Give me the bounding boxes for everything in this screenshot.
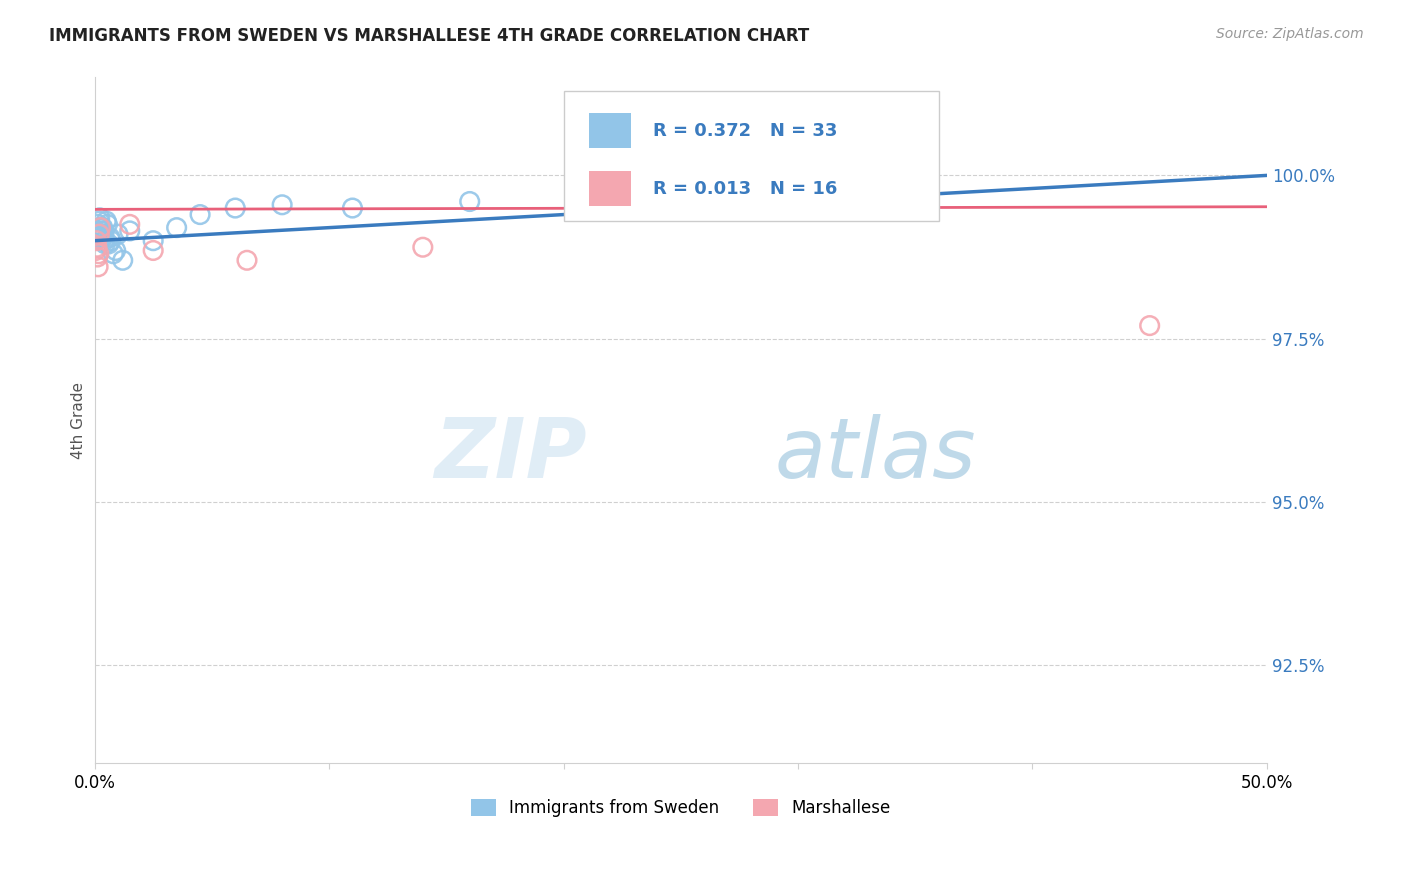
Point	[118, 224, 141, 238]
Point	[100, 234, 122, 248]
Point	[87, 220, 110, 235]
Point	[458, 194, 481, 209]
Point	[271, 198, 294, 212]
Point	[89, 211, 111, 225]
Text: atlas: atlas	[775, 414, 976, 495]
Point	[188, 208, 211, 222]
Point	[87, 246, 110, 260]
Y-axis label: 4th Grade: 4th Grade	[72, 382, 86, 458]
Point	[669, 188, 692, 202]
Point	[86, 227, 108, 242]
Point	[90, 227, 112, 242]
Point	[87, 218, 110, 232]
Point	[84, 244, 107, 258]
Point	[91, 220, 114, 235]
Point	[236, 253, 259, 268]
Point	[93, 234, 115, 248]
Point	[103, 246, 125, 260]
Point	[94, 237, 117, 252]
Legend: Immigrants from Sweden, Marshallese: Immigrants from Sweden, Marshallese	[464, 792, 897, 823]
Text: ZIP: ZIP	[434, 414, 586, 495]
FancyBboxPatch shape	[589, 171, 631, 206]
Point	[89, 220, 111, 235]
Text: IMMIGRANTS FROM SWEDEN VS MARSHALLESE 4TH GRADE CORRELATION CHART: IMMIGRANTS FROM SWEDEN VS MARSHALLESE 4T…	[49, 27, 810, 45]
Point	[107, 227, 129, 242]
Text: R = 0.013   N = 16: R = 0.013 N = 16	[652, 180, 837, 198]
Point	[90, 220, 112, 235]
Point	[89, 224, 111, 238]
Point	[834, 198, 856, 212]
Text: Source: ZipAtlas.com: Source: ZipAtlas.com	[1216, 27, 1364, 41]
FancyBboxPatch shape	[564, 91, 939, 221]
Point	[166, 220, 188, 235]
Point	[98, 230, 121, 244]
Point	[118, 218, 141, 232]
Point	[412, 240, 434, 254]
Text: R = 0.372   N = 33: R = 0.372 N = 33	[652, 121, 837, 140]
Point	[1139, 318, 1161, 333]
Point	[93, 227, 115, 242]
Point	[104, 244, 127, 258]
Point	[86, 240, 108, 254]
Point	[89, 227, 111, 242]
Point	[342, 201, 364, 215]
Point	[96, 214, 118, 228]
Point	[97, 237, 120, 252]
Point	[142, 234, 165, 248]
Point	[89, 214, 111, 228]
Point	[87, 260, 110, 274]
Point	[86, 250, 108, 264]
Point	[86, 234, 108, 248]
Point	[96, 218, 118, 232]
FancyBboxPatch shape	[589, 113, 631, 148]
Point	[93, 224, 115, 238]
Point	[142, 244, 165, 258]
Point	[84, 224, 107, 238]
Point	[91, 230, 114, 244]
Point	[111, 253, 134, 268]
Point	[224, 201, 246, 215]
